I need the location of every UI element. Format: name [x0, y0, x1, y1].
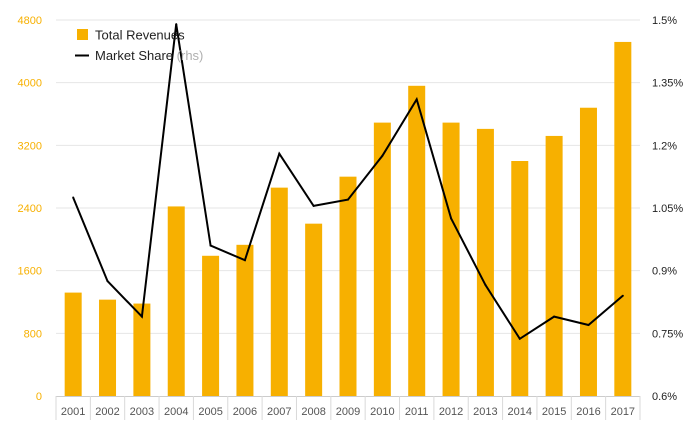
- x-axis-tick-label: 2010: [370, 406, 394, 418]
- market-share-point: [415, 98, 418, 101]
- x-axis-tick-label: 2007: [267, 406, 291, 418]
- revenue-bar: [305, 223, 323, 396]
- market-share-point: [278, 152, 281, 155]
- x-axis-tick-label: 2003: [130, 406, 154, 418]
- market-share-point: [621, 294, 624, 297]
- revenue-bar: [579, 107, 597, 396]
- x-axis-tick-label: 2005: [198, 406, 222, 418]
- x-axis-tick-label: 2002: [95, 406, 119, 418]
- left-axis-tick-label: 3200: [18, 140, 42, 152]
- market-share-point: [72, 196, 75, 199]
- revenue-bar: [202, 255, 220, 396]
- market-share-point: [553, 315, 556, 318]
- right-axis-tick-label: 0.9%: [652, 266, 677, 278]
- market-share-point: [450, 217, 453, 220]
- left-axis-tick-label: 4000: [18, 78, 42, 90]
- market-share-point: [209, 244, 212, 247]
- market-share-point: [347, 198, 349, 201]
- right-axis-tick-label: 0.75%: [652, 328, 683, 340]
- x-axis-tick-label: 2011: [405, 406, 429, 418]
- right-axis-ticks: 0.6% 0.75% 0.9% 1.05% 1.2% 1.35% 1.5%: [652, 15, 683, 403]
- left-axis-tick-label: 2400: [18, 203, 42, 215]
- x-axis-tick-label: 2016: [576, 406, 600, 418]
- revenue-bar: [270, 187, 288, 396]
- legend-swatch-total-revenues: [77, 29, 88, 40]
- revenue-bar: [511, 161, 529, 396]
- x-axis-tick-label: 2009: [336, 406, 360, 418]
- x-axis-tick-label: 2006: [233, 406, 257, 418]
- revenue-bar: [133, 303, 151, 396]
- revenue-bars: [64, 41, 632, 397]
- x-axis-tick-label: 2004: [164, 406, 188, 418]
- right-axis-tick-label: 1.35%: [652, 78, 683, 90]
- market-share-point: [106, 280, 109, 283]
- left-axis-tick-label: 1600: [18, 266, 42, 278]
- x-axis-tick-label: 2015: [542, 406, 566, 418]
- revenue-bar: [99, 299, 117, 396]
- x-axis-tick-label: 2013: [473, 406, 497, 418]
- x-axis-ticks: 2001 2002 2003 2004 2005 2006 2007 2008 2009 2010…: [61, 406, 635, 418]
- revenue-bar: [614, 41, 632, 396]
- legend-label-market-share: Market Share (rhs): [95, 48, 203, 63]
- x-axis-tick-label: 2012: [439, 406, 463, 418]
- x-axis-tick-label: 2014: [508, 406, 532, 418]
- left-axis-ticks: 0 800 1600 2400 3200 4000 4800: [18, 15, 42, 403]
- market-share-point: [312, 204, 315, 207]
- revenue-bar: [442, 122, 460, 396]
- market-share-point: [175, 23, 178, 26]
- revenue-bar: [167, 206, 185, 396]
- market-share-point: [243, 259, 246, 262]
- market-share-point: [587, 323, 590, 326]
- right-axis-tick-label: 1.2%: [652, 140, 677, 152]
- left-axis-tick-label: 4800: [18, 15, 42, 27]
- right-axis-tick-label: 0.6%: [652, 391, 677, 403]
- legend: Total Revenues Market Share (rhs): [75, 28, 203, 63]
- revenue-bar: [236, 244, 254, 396]
- x-axis-tick-label: 2017: [611, 406, 635, 418]
- revenue-bar: [408, 85, 426, 397]
- left-axis-tick-label: 800: [24, 328, 42, 340]
- market-share-point: [484, 283, 487, 286]
- market-share-point: [140, 315, 143, 318]
- revenue-bar: [339, 176, 357, 396]
- x-axis-tick-label: 2008: [301, 406, 325, 418]
- legend-label-market-share-name: Market Share: [95, 48, 173, 63]
- revenue-bar: [476, 128, 494, 396]
- market-share-line-group: [72, 23, 624, 341]
- legend-label-market-share-suffix: (rhs): [173, 48, 203, 63]
- left-axis-tick-label: 0: [36, 391, 42, 403]
- right-axis-tick-label: 1.05%: [652, 203, 683, 215]
- axis-lines: [55, 396, 641, 420]
- revenue-bar: [545, 135, 563, 396]
- revenue-bar: [373, 122, 391, 396]
- x-axis-tick-label: 2001: [61, 406, 85, 418]
- revenue-bar: [64, 292, 82, 396]
- market-share-point: [518, 337, 521, 340]
- market-share-point: [381, 154, 384, 157]
- legend-label-total-revenues: Total Revenues: [95, 28, 185, 43]
- right-axis-tick-label: 1.5%: [652, 15, 677, 27]
